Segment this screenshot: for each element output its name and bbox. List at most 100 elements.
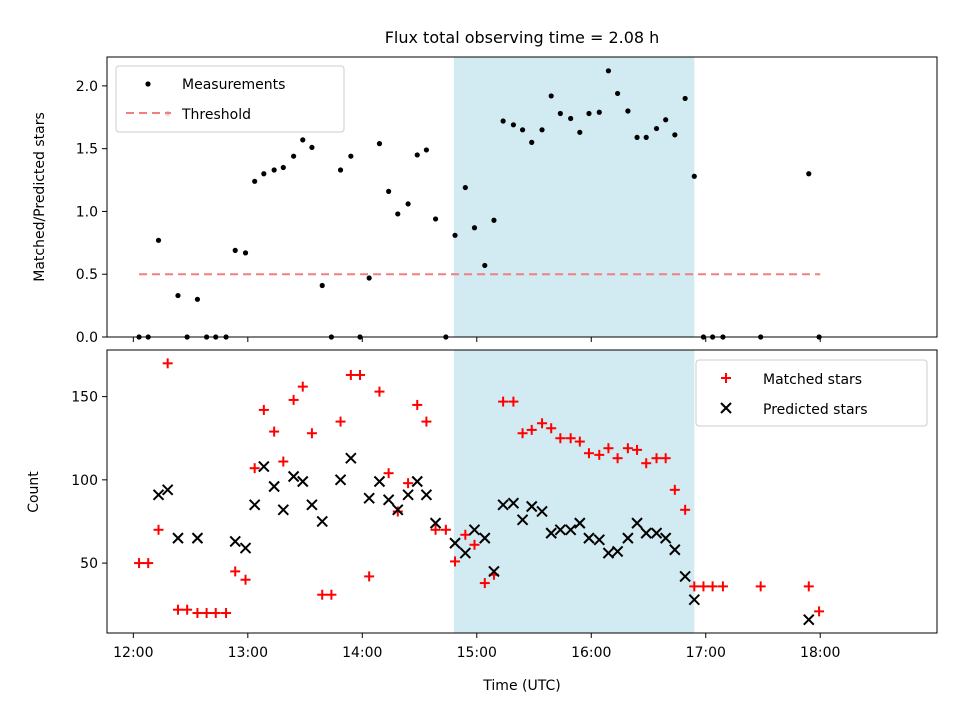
predicted-star-point: [229, 535, 241, 548]
predicted-star-point: [659, 532, 672, 544]
bottom-legend-box: [695, 359, 928, 427]
predicted-star-point: [258, 460, 270, 473]
predicted-star-point: [640, 527, 652, 539]
matched-star-point: [258, 404, 269, 415]
measurement-point: [577, 129, 583, 135]
legend-predicted-label: Predicted stars: [763, 402, 868, 418]
matched-star-point: [689, 581, 700, 592]
predicted-star-point: [363, 492, 375, 504]
measurement-point: [557, 110, 563, 117]
predicted-star-point: [516, 514, 529, 526]
measurement-point: [634, 134, 640, 140]
predicted-star-point: [382, 494, 395, 506]
measurement-point: [568, 115, 574, 122]
bottom-y-tick-label: 50: [80, 556, 98, 572]
matched-star-point: [460, 529, 471, 540]
bottom-y-ticks: 50 100 150: [71, 390, 107, 572]
matched-star-point: [317, 589, 328, 600]
x-tick-label: 16:00: [571, 645, 611, 661]
matched-star-point: [143, 558, 154, 569]
matched-star-point: [392, 506, 403, 517]
predicted-star-point: [248, 499, 261, 511]
matched-star-point: [374, 386, 385, 397]
chart-title: Flux total observing time = 2.08 h: [385, 28, 660, 47]
measurement-point: [691, 173, 697, 179]
matched-star-point: [355, 369, 366, 380]
matched-star-point: [172, 604, 183, 615]
matched-star-point: [364, 571, 375, 582]
bottom-legend: Matched stars Predicted stars: [695, 359, 928, 427]
legend-matched-label: Matched stars: [763, 372, 862, 388]
measurement-point: [519, 127, 526, 133]
matched-star-point: [192, 608, 203, 619]
measurement-point: [232, 247, 238, 253]
matched-star-point: [335, 416, 346, 427]
matched-star-point: [288, 394, 299, 405]
measurement-point: [500, 118, 506, 124]
measurement-point: [682, 95, 688, 102]
matched-star-point: [240, 574, 251, 585]
matched-star-point: [249, 463, 260, 474]
matched-star-point: [278, 456, 289, 467]
top-y-tick-label: 0.5: [76, 267, 98, 283]
matched-star-point: [612, 453, 623, 464]
measurement-point: [596, 109, 602, 115]
matched-star-point: [660, 453, 671, 464]
matched-star-point: [430, 524, 441, 535]
matched-star-point: [803, 581, 814, 592]
matched-star-point: [210, 608, 221, 619]
predicted-star-point: [611, 545, 624, 558]
predicted-star-point: [526, 500, 538, 513]
matched-star-point: [297, 381, 308, 392]
measurement-point: [491, 217, 497, 223]
measurement-point: [280, 164, 286, 171]
top-plot-frame: [106, 56, 938, 338]
predicted-star-point: [268, 480, 280, 493]
matched-star-point: [651, 453, 662, 464]
matched-star-point: [622, 443, 633, 454]
matched-star-point: [574, 436, 585, 447]
measurement-point: [175, 292, 181, 299]
predicted-star-point: [411, 475, 423, 488]
predicted-star-point: [622, 532, 634, 544]
predicted-star-point: [536, 505, 548, 518]
matched-star-point: [555, 433, 566, 444]
matched-star-point: [221, 608, 232, 619]
x-tick-label: 15:00: [457, 645, 497, 661]
measurement-point: [672, 132, 678, 138]
predicted-star-point: [373, 475, 386, 488]
bottom-plot-frame: [106, 349, 938, 634]
predicted-star-point: [593, 534, 605, 546]
matched-star-point: [153, 524, 164, 535]
bottom-shaded-region: [453, 350, 695, 633]
matched-star-point: [526, 424, 537, 435]
measurement-point: [291, 153, 297, 159]
predicted-star-point: [420, 489, 433, 501]
matched-star-point: [603, 443, 614, 454]
predicted-star-point: [191, 532, 204, 544]
measurement-point: [414, 152, 420, 158]
matched-star-point: [306, 428, 317, 439]
predicted-star-point: [488, 565, 500, 578]
legend-matched-marker: [721, 373, 731, 383]
predicted-star-point: [545, 527, 557, 539]
measurement-point: [252, 178, 258, 184]
matched-star-point: [269, 426, 280, 437]
matched-star-point: [698, 581, 709, 592]
matched-star-point: [517, 428, 528, 439]
predicted-star-point: [564, 524, 577, 536]
predicted-stars-points: [152, 452, 815, 626]
measurement-point: [309, 144, 315, 151]
predicted-star-point: [287, 470, 300, 483]
predicted-star-point: [574, 517, 586, 529]
predicted-star-point: [479, 532, 491, 544]
measurement-point: [614, 90, 621, 97]
measurement-point: [806, 171, 812, 177]
matched-star-point: [479, 578, 490, 589]
predicted-star-point: [602, 547, 615, 559]
matched-star-point: [814, 606, 825, 617]
predicted-star-point: [459, 547, 472, 559]
matched-star-point: [201, 608, 212, 619]
measurement-point: [625, 108, 631, 114]
